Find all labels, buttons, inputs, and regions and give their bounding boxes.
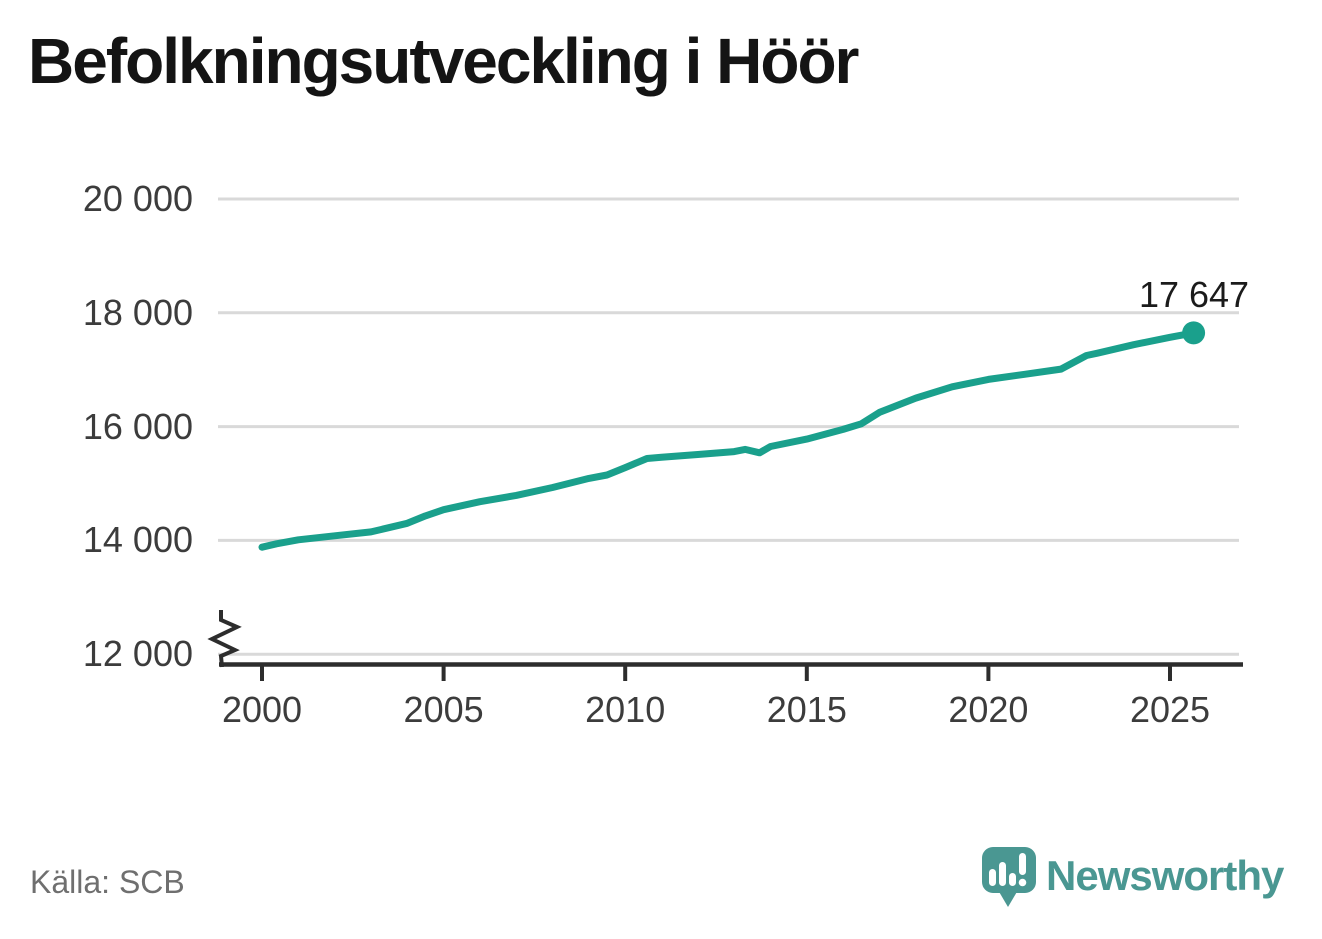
population-line — [258, 329, 1198, 551]
x-axis-tick-label: 2005 — [403, 689, 484, 730]
end-point-marker — [1182, 321, 1206, 345]
newsworthy-logo-icon — [982, 847, 1036, 907]
x-axis-tick-label: 2015 — [766, 689, 847, 730]
x-axis-tick-label: 2025 — [1129, 689, 1211, 730]
x-axis-tick-label: 2010 — [585, 689, 666, 730]
end-value-label: 17 647 — [1138, 274, 1250, 315]
y-axis-tick-label: 20 000 — [82, 178, 193, 219]
x-axis-tick-label: 2000 — [221, 689, 303, 730]
y-axis-tick-label: 18 000 — [82, 291, 193, 333]
newsworthy-logo: Newsworthy — [979, 843, 1309, 915]
y-axis-break-icon — [207, 610, 242, 668]
chart-title: Befolkningsutveckling i Höör — [28, 25, 859, 97]
source-label: Källa: SCB — [30, 864, 185, 900]
y-axis-tick-label: 16 000 — [82, 405, 193, 447]
x-axis-tick-label: 2020 — [948, 689, 1029, 730]
y-axis-tick-label: 14 000 — [82, 519, 193, 561]
newsworthy-logo-text: Newsworthy — [1046, 852, 1284, 899]
y-axis-tick-label: 12 000 — [82, 633, 193, 675]
